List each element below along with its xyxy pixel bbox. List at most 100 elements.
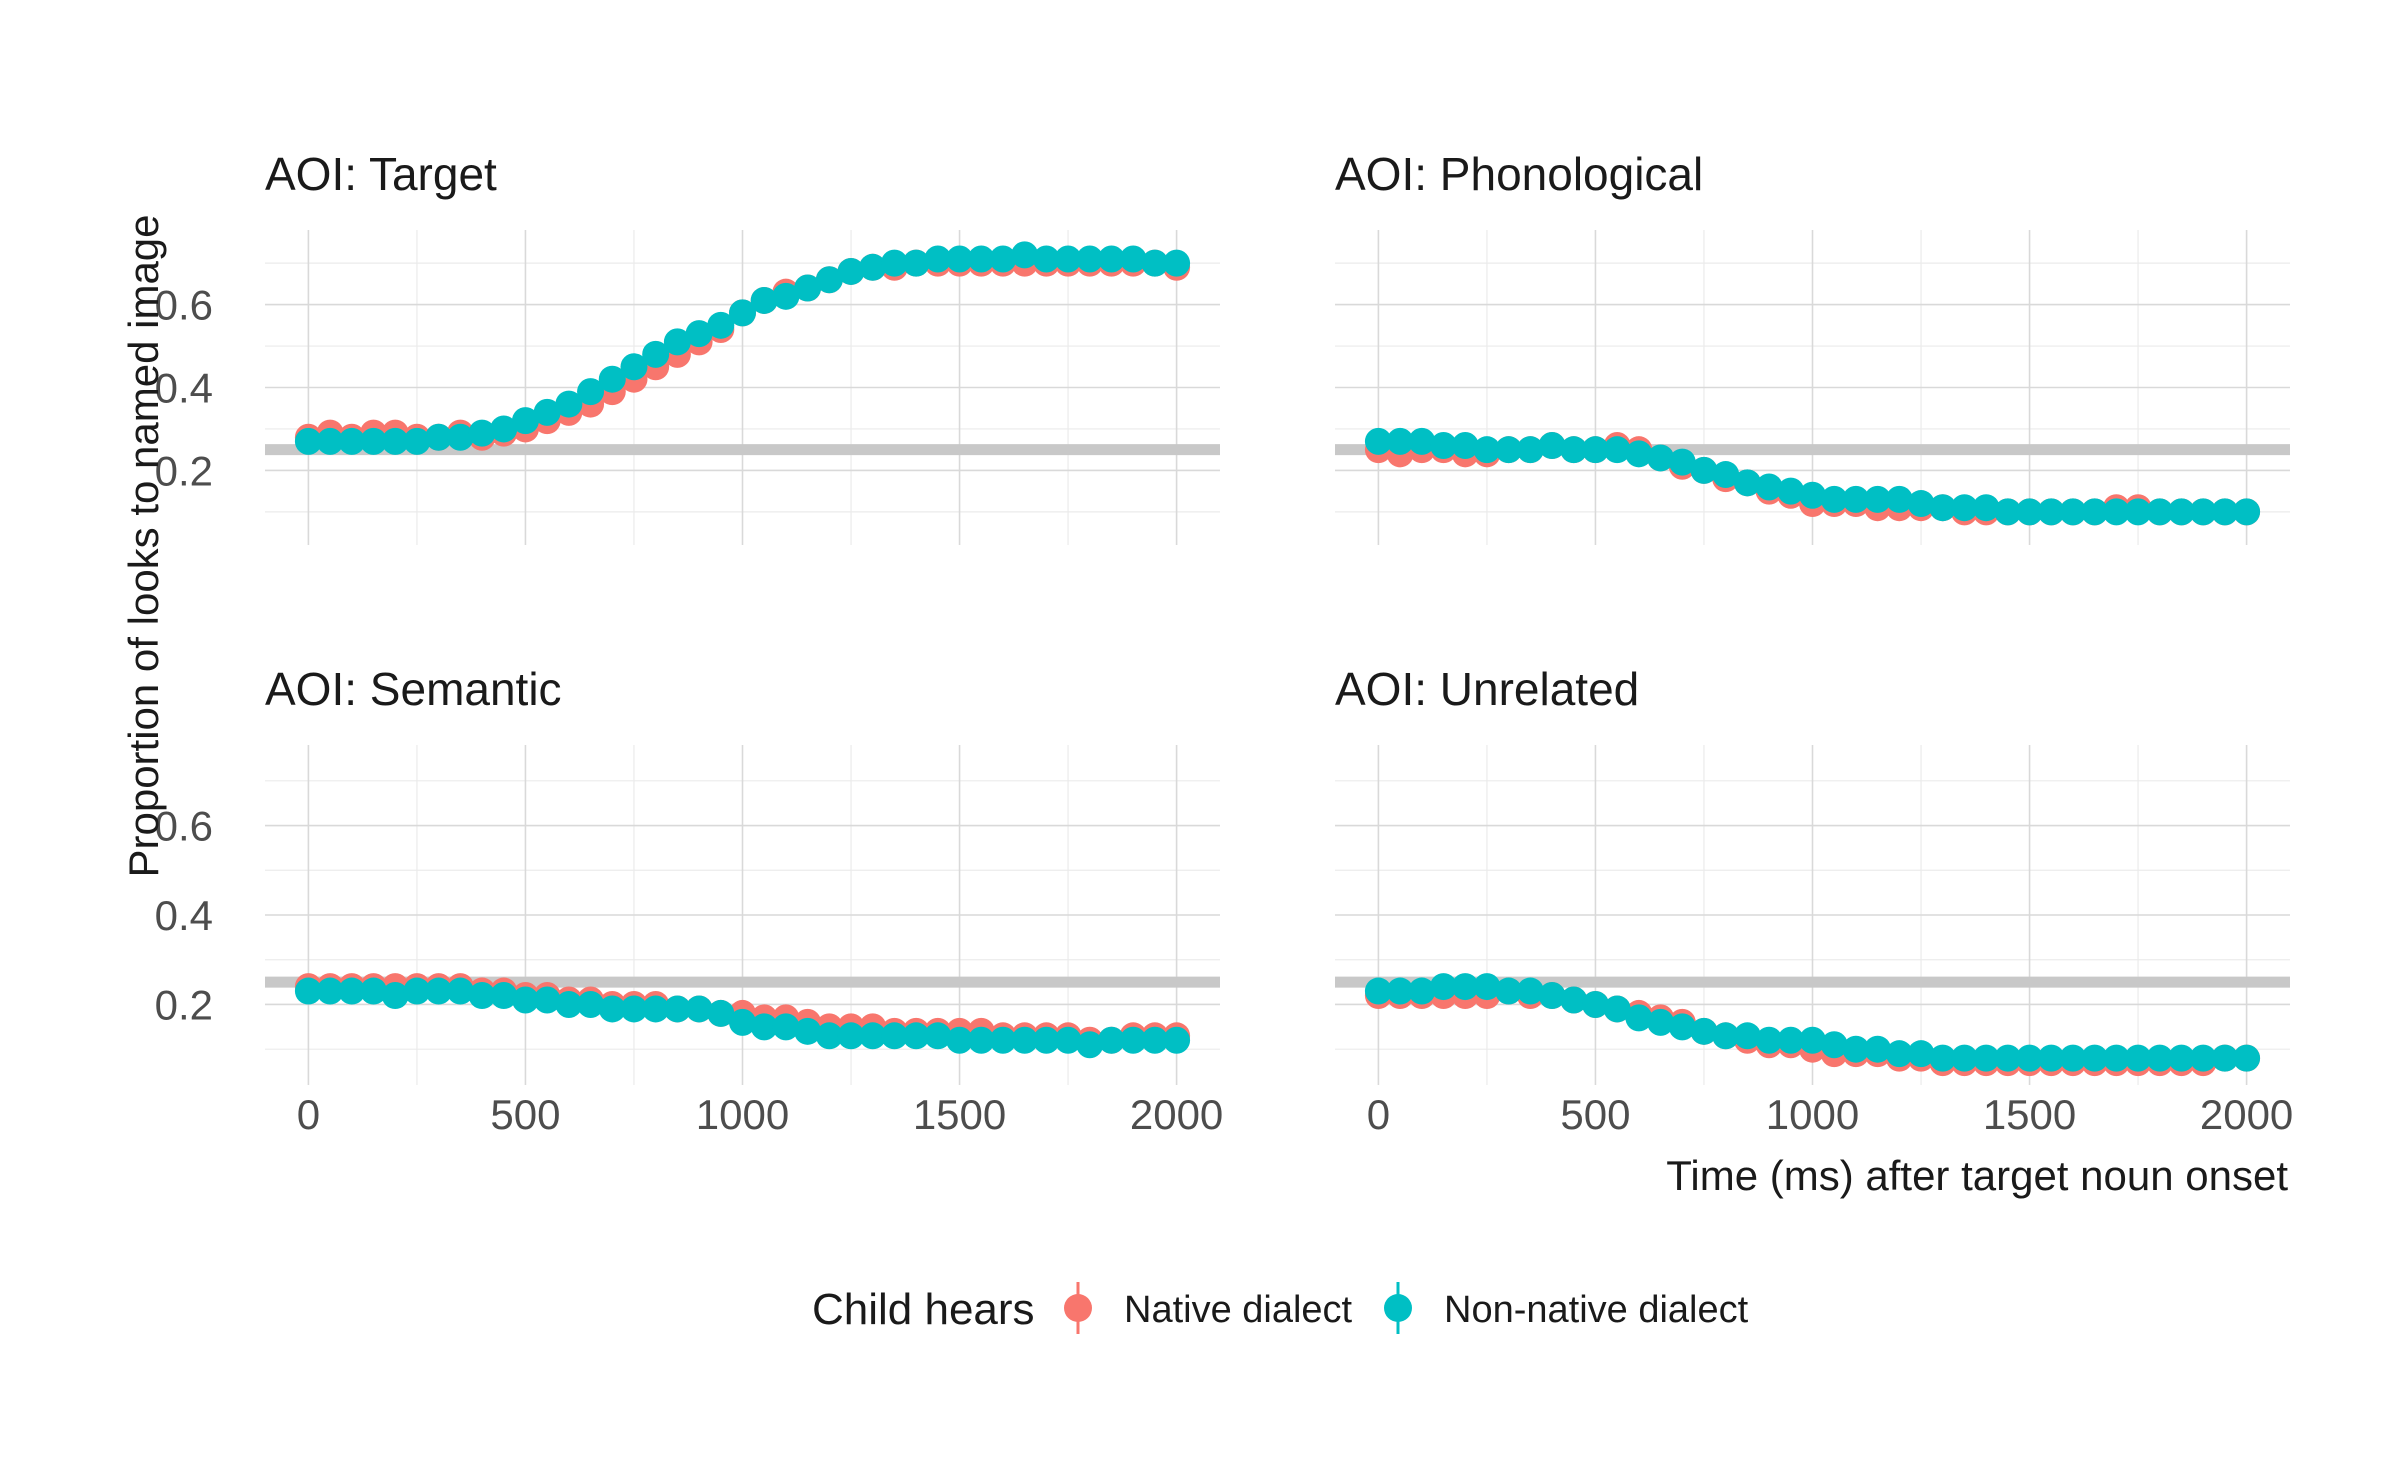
data-point bbox=[1690, 456, 1718, 484]
data-point bbox=[2102, 1044, 2130, 1072]
data-point bbox=[880, 249, 908, 277]
data-point bbox=[1885, 1040, 1913, 1068]
data-point bbox=[2081, 1044, 2109, 1072]
data-point bbox=[1668, 1013, 1696, 1041]
data-point bbox=[1364, 977, 1392, 1005]
data-point bbox=[2016, 498, 2044, 526]
data-point bbox=[663, 328, 691, 356]
data-point bbox=[2167, 1044, 2195, 1072]
data-point bbox=[294, 977, 322, 1005]
data-point bbox=[1950, 494, 1978, 522]
series-non-native-dialect bbox=[294, 241, 1191, 455]
data-point bbox=[1647, 444, 1675, 472]
data-point bbox=[2167, 498, 2195, 526]
x-tick-label: 1000 bbox=[1766, 1091, 1859, 1138]
panel-title: AOI: Semantic bbox=[265, 663, 562, 715]
data-point bbox=[1668, 448, 1696, 476]
data-point bbox=[381, 427, 409, 455]
data-point bbox=[598, 365, 626, 393]
x-tick-label: 1500 bbox=[913, 1091, 1006, 1138]
data-point bbox=[1538, 982, 1566, 1010]
data-point bbox=[1560, 436, 1588, 464]
data-point bbox=[794, 1017, 822, 1045]
y-tick-label: 0.6 bbox=[155, 282, 213, 329]
series-non-native-dialect bbox=[294, 977, 1191, 1059]
data-point bbox=[2211, 1044, 2239, 1072]
data-point bbox=[555, 990, 583, 1018]
data-point bbox=[729, 299, 756, 327]
y-tick-label: 0.4 bbox=[155, 365, 213, 412]
x-tick-label: 1000 bbox=[696, 1091, 789, 1138]
data-point bbox=[1733, 1022, 1761, 1050]
data-point bbox=[1799, 1026, 1826, 1054]
data-point bbox=[946, 1026, 974, 1054]
data-point bbox=[1864, 1035, 1892, 1063]
data-point bbox=[1929, 494, 1957, 522]
data-point bbox=[1929, 1044, 1957, 1072]
panel-title: AOI: Target bbox=[265, 148, 497, 200]
data-point bbox=[1625, 1004, 1653, 1032]
data-point bbox=[1625, 440, 1653, 468]
data-point bbox=[924, 245, 952, 273]
data-point bbox=[1408, 977, 1436, 1005]
data-point bbox=[360, 427, 388, 455]
series-non-native-dialect bbox=[1364, 973, 2261, 1072]
data-point bbox=[2189, 1044, 2217, 1072]
data-point bbox=[794, 274, 822, 302]
data-point bbox=[1054, 1026, 1082, 1054]
data-point bbox=[1885, 485, 1913, 513]
data-point bbox=[750, 286, 778, 314]
data-point bbox=[425, 423, 453, 451]
legend-key-native-dialect bbox=[1064, 1282, 1092, 1334]
data-point bbox=[924, 1022, 952, 1050]
x-tick-label: 2000 bbox=[2200, 1091, 2293, 1138]
data-point bbox=[750, 1013, 778, 1041]
panels-layer: AOI: Target 0.2 0.4 0.6 AOI: Phonological AOI… bbox=[155, 148, 2294, 1138]
data-point bbox=[967, 245, 995, 273]
data-point bbox=[1994, 498, 2022, 526]
data-point bbox=[1097, 245, 1125, 273]
data-point bbox=[685, 995, 713, 1023]
y-tick-label: 0.2 bbox=[155, 447, 213, 494]
data-point bbox=[1473, 436, 1501, 464]
data-point bbox=[1163, 1026, 1191, 1054]
y-tick-label: 0.2 bbox=[155, 981, 213, 1028]
legend-label-native-dialect: Native dialect bbox=[1124, 1289, 1353, 1331]
x-axis-title: Time (ms) after target noun onset bbox=[1666, 1152, 2288, 1199]
data-point bbox=[1141, 249, 1169, 277]
data-point bbox=[468, 982, 496, 1010]
data-point bbox=[989, 1026, 1017, 1054]
data-point bbox=[425, 977, 453, 1005]
data-point bbox=[815, 1022, 843, 1050]
data-point bbox=[2016, 1044, 2044, 1072]
panel-title: AOI: Phonological bbox=[1335, 148, 1703, 200]
data-point bbox=[360, 977, 388, 1005]
data-point bbox=[815, 266, 843, 294]
x-tick-label: 500 bbox=[490, 1091, 560, 1138]
data-point bbox=[2124, 498, 2152, 526]
data-point bbox=[642, 340, 670, 368]
data-point bbox=[338, 427, 366, 455]
x-tick-label: 0 bbox=[1367, 1091, 1390, 1138]
data-point bbox=[620, 353, 648, 381]
data-point bbox=[1647, 1008, 1675, 1036]
data-point bbox=[446, 977, 474, 1005]
y-tick-label: 0.6 bbox=[155, 803, 213, 850]
data-point bbox=[490, 415, 518, 443]
data-point bbox=[1032, 1026, 1060, 1054]
data-point bbox=[446, 423, 474, 451]
data-point bbox=[1119, 245, 1147, 273]
data-point bbox=[338, 977, 366, 1005]
data-point bbox=[1972, 1044, 2000, 1072]
data-point bbox=[1163, 249, 1191, 277]
data-point bbox=[381, 982, 409, 1010]
data-point bbox=[902, 1022, 930, 1050]
data-point bbox=[902, 249, 930, 277]
data-point bbox=[1712, 461, 1740, 489]
data-point bbox=[2059, 1044, 2087, 1072]
data-point bbox=[1603, 436, 1631, 464]
data-point bbox=[1538, 432, 1566, 460]
legend-title: Child hears bbox=[812, 1285, 1035, 1334]
data-point bbox=[1950, 1044, 1978, 1072]
